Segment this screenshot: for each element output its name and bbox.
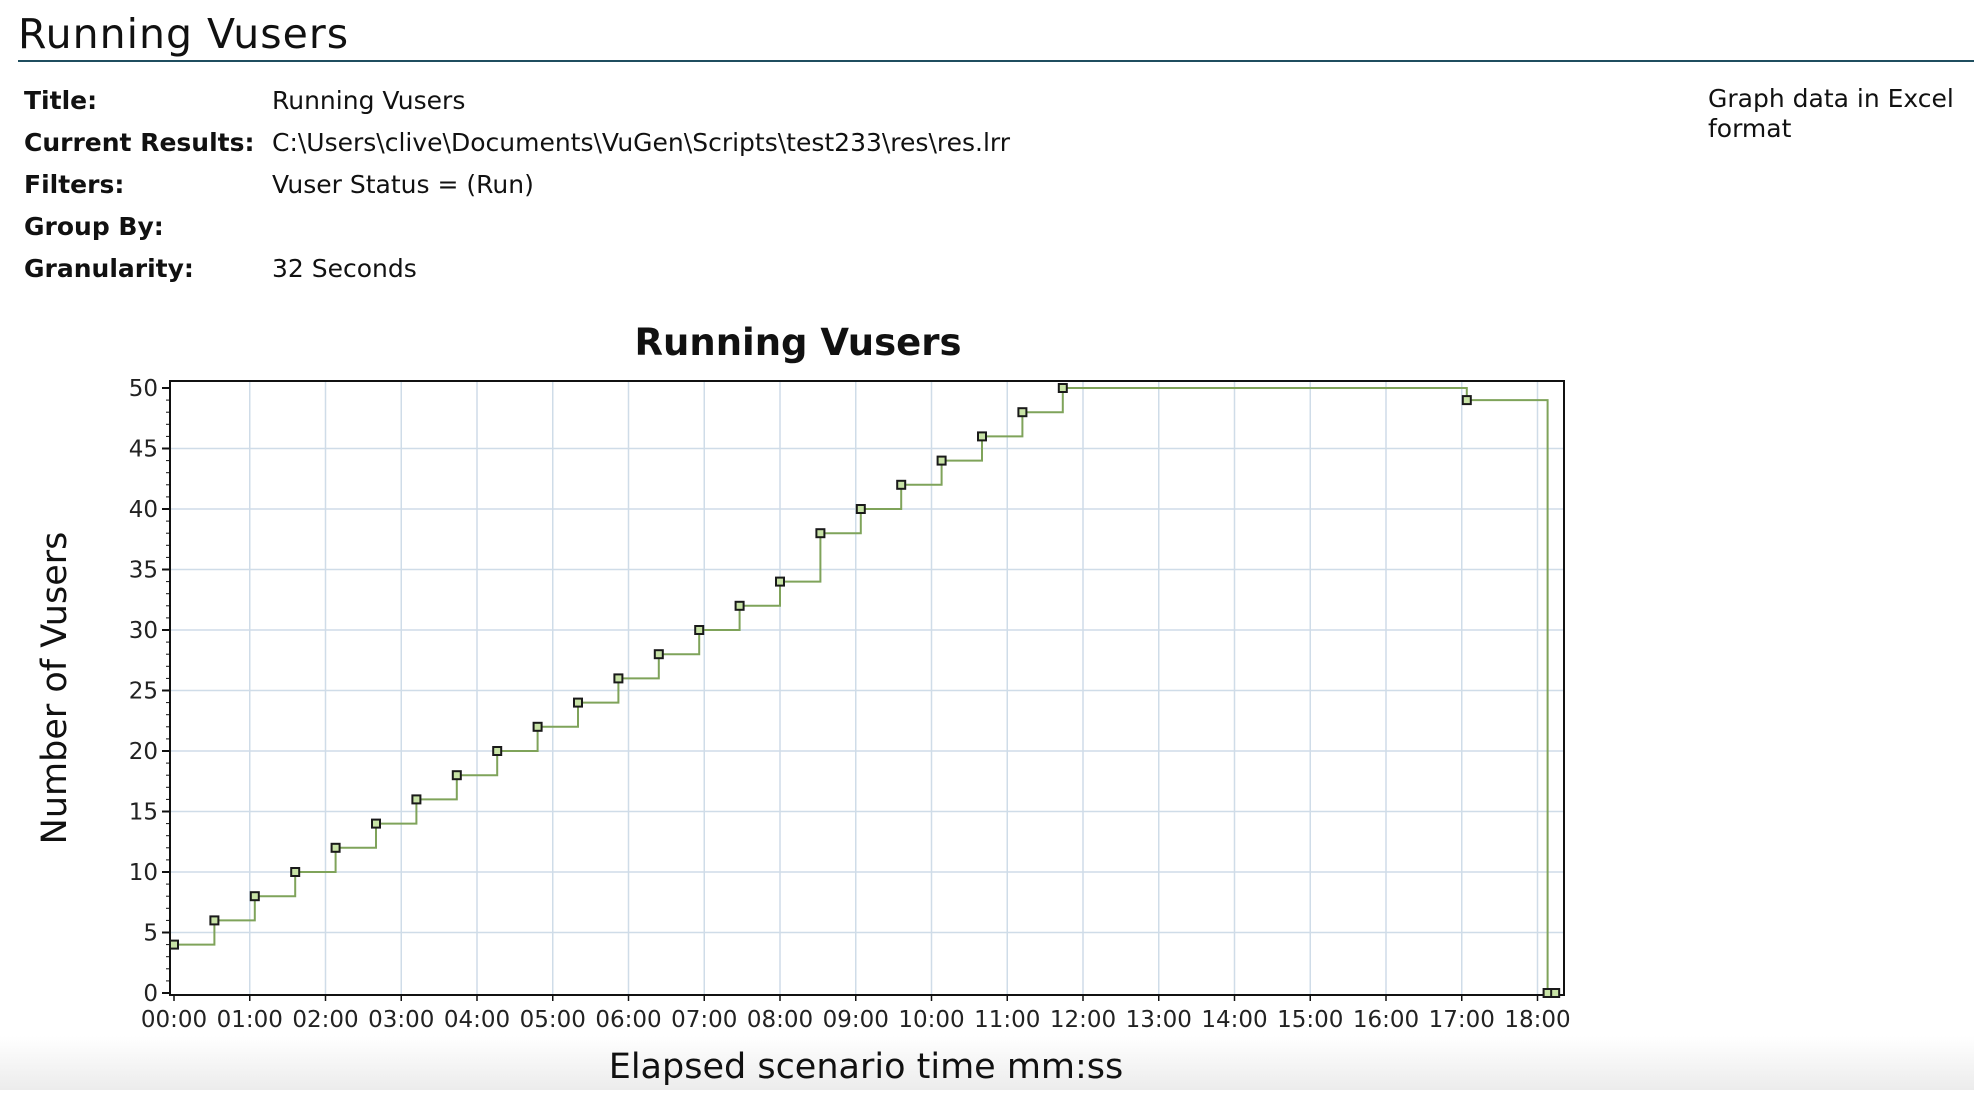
x-tick-label: 16:00 bbox=[1353, 1007, 1419, 1033]
y-tick-label: 5 bbox=[143, 921, 158, 947]
x-tick-label: 10:00 bbox=[898, 1007, 964, 1033]
summary-label: Granularity: bbox=[24, 254, 194, 283]
title-divider bbox=[18, 60, 1974, 62]
data-point bbox=[290, 867, 301, 877]
data-point bbox=[169, 939, 179, 950]
x-tick-label: 07:00 bbox=[671, 1007, 737, 1033]
y-tick-label: 15 bbox=[129, 800, 158, 826]
x-tick-label: 08:00 bbox=[747, 1007, 813, 1033]
data-point bbox=[694, 625, 705, 635]
x-tick-label: 04:00 bbox=[444, 1007, 510, 1033]
x-axis-ticks: 00:00 01:00 02:00 03:00 04:00 05:00 06:00 07:00… bbox=[141, 995, 1571, 1033]
x-tick-label: 11:00 bbox=[974, 1007, 1040, 1033]
data-point bbox=[896, 479, 907, 490]
series-markers bbox=[169, 383, 1561, 998]
data-point bbox=[532, 721, 543, 732]
y-axis-label: Number of Vusers bbox=[35, 532, 75, 845]
x-tick-label: 13:00 bbox=[1126, 1007, 1192, 1033]
data-point bbox=[1461, 395, 1472, 406]
data-point bbox=[330, 842, 341, 853]
x-tick-label: 02:00 bbox=[292, 1007, 358, 1033]
data-point bbox=[492, 746, 503, 756]
x-tick-label: 00:00 bbox=[141, 1007, 207, 1033]
data-point bbox=[815, 528, 826, 539]
plot-frame bbox=[169, 380, 1565, 996]
y-tick-label: 30 bbox=[129, 618, 158, 644]
chart-title: Running Vusers bbox=[635, 321, 962, 364]
x-tick-label: 14:00 bbox=[1201, 1007, 1267, 1033]
series-line-running-vusers bbox=[174, 387, 1556, 994]
data-point bbox=[653, 649, 664, 660]
summary-value: C:\Users\clive\Documents\VuGen\Scripts\t… bbox=[272, 128, 1011, 157]
x-tick-label: 01:00 bbox=[217, 1007, 283, 1033]
data-point bbox=[249, 891, 260, 902]
summary-label: Group By: bbox=[24, 212, 164, 241]
summary-label: Title: bbox=[24, 86, 98, 115]
y-tick-label: 40 bbox=[129, 497, 158, 523]
summary-value: Running Vusers bbox=[272, 86, 466, 115]
x-tick-label: 03:00 bbox=[368, 1007, 434, 1033]
data-point bbox=[371, 818, 381, 829]
y-tick-label: 45 bbox=[129, 437, 158, 463]
excel-data-link[interactable]: Graph data in Excel format bbox=[1708, 84, 1954, 143]
x-tick-label: 12:00 bbox=[1050, 1007, 1116, 1033]
y-tick-label: 50 bbox=[129, 376, 158, 402]
y-axis-ticks: 0 5 10 15 20 25 30 35 40 45 50 bbox=[129, 376, 170, 1007]
data-point bbox=[451, 770, 462, 781]
summary-label: Filters: bbox=[24, 170, 125, 199]
data-point bbox=[936, 455, 947, 466]
y-tick-label: 10 bbox=[129, 860, 158, 886]
data-point bbox=[1017, 407, 1028, 418]
y-tick-label: 35 bbox=[129, 558, 158, 584]
data-point bbox=[209, 915, 220, 926]
data-point bbox=[734, 600, 745, 611]
x-tick-label: 09:00 bbox=[823, 1007, 889, 1033]
data-point bbox=[613, 673, 624, 684]
x-axis-label: Elapsed scenario time mm:ss bbox=[609, 1047, 1124, 1087]
x-tick-label: 05:00 bbox=[520, 1007, 586, 1033]
summary-label: Current Results: bbox=[24, 128, 255, 157]
data-point bbox=[411, 794, 422, 805]
page-title: Running Vusers bbox=[18, 10, 350, 58]
y-minor-ticks bbox=[166, 399, 170, 982]
x-tick-label: 06:00 bbox=[595, 1007, 661, 1033]
y-tick-label: 25 bbox=[129, 679, 158, 705]
data-point bbox=[855, 504, 866, 514]
running-vusers-chart: Running Vusers 0 5 10 15 20 25 30 35 40 45 50 00:0… bbox=[35, 321, 1571, 1087]
bottom-band bbox=[0, 1036, 1974, 1090]
data-point bbox=[1057, 383, 1068, 393]
y-tick-label: 0 bbox=[143, 981, 158, 1007]
x-tick-label: 15:00 bbox=[1277, 1007, 1343, 1033]
summary-value: Vuser Status = (Run) bbox=[272, 170, 534, 199]
chart-grid bbox=[170, 381, 1564, 995]
x-tick-label: 18:00 bbox=[1504, 1007, 1570, 1033]
summary-value: 32 Seconds bbox=[272, 254, 417, 283]
data-point bbox=[1550, 988, 1561, 998]
data-point bbox=[573, 697, 583, 708]
x-tick-label: 17:00 bbox=[1429, 1007, 1495, 1033]
y-tick-label: 20 bbox=[129, 739, 158, 765]
data-point bbox=[977, 431, 987, 442]
data-point bbox=[775, 576, 785, 587]
